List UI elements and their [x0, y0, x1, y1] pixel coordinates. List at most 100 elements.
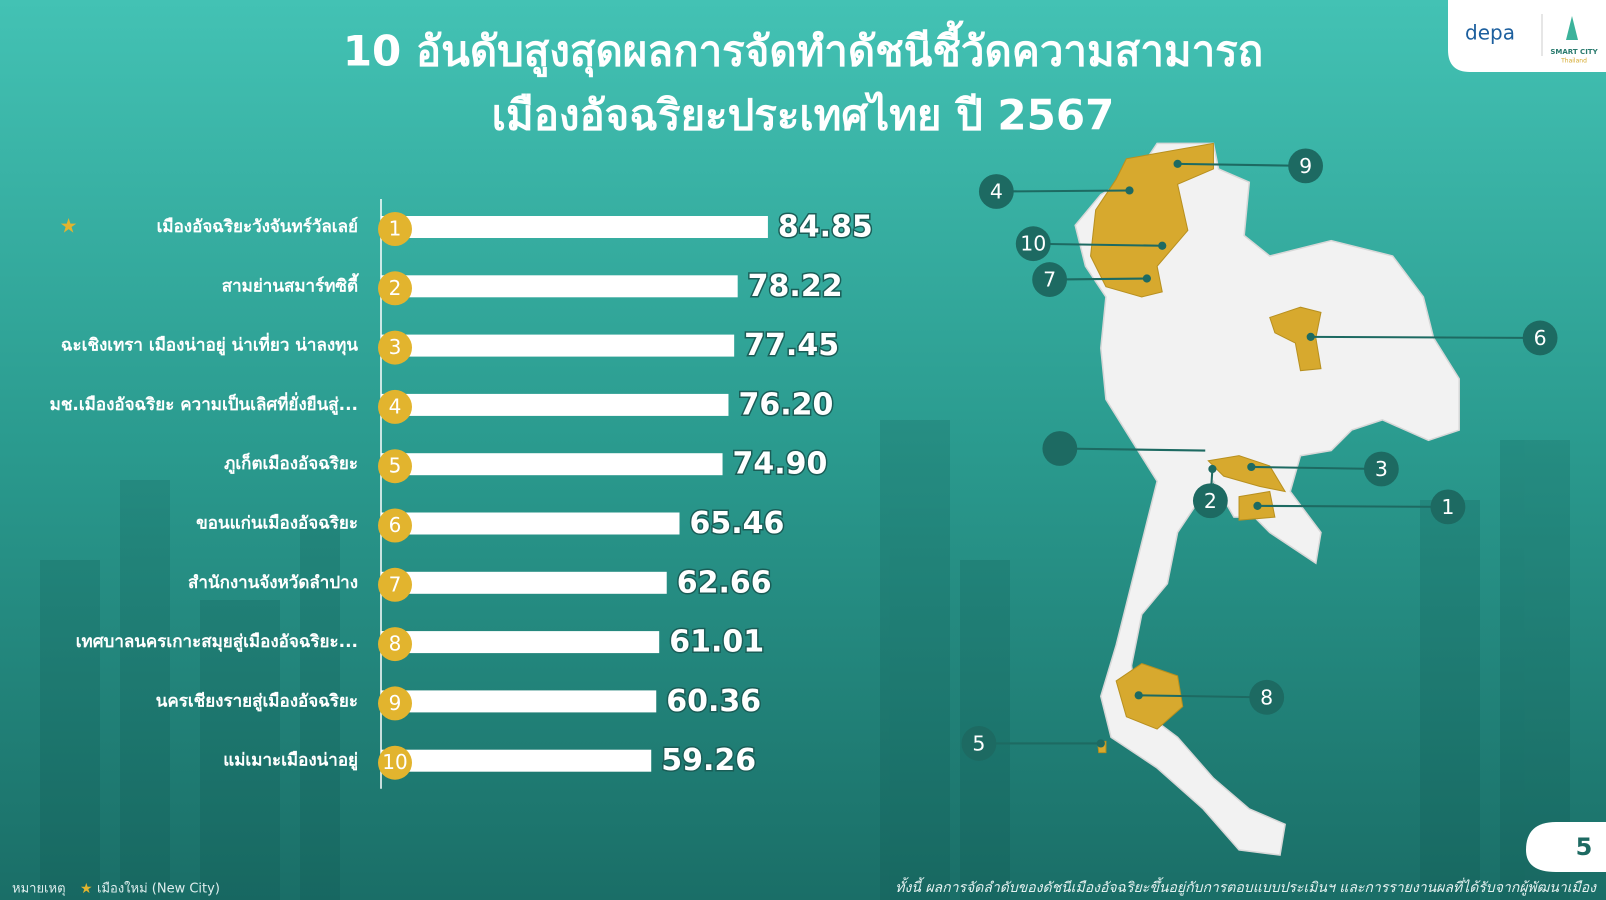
bar: [381, 275, 738, 298]
leader-dot: [1125, 186, 1134, 195]
value-label: 62.66: [677, 565, 772, 600]
value-label: 74.90: [733, 447, 828, 482]
category-label: มช.เมืองอัจฉริยะ ความเป็นเลิศที่ยั่งยืนส…: [50, 392, 358, 416]
rank-badge: [378, 627, 412, 662]
value-label: 76.20: [738, 387, 833, 422]
title-line: 10 อันดับสูงสุดผลการจัดทำดัชนีชี้วัดความ…: [343, 20, 1263, 78]
rank-badge: [378, 508, 412, 543]
leader-dot: [1253, 501, 1262, 510]
rank-number: 3: [389, 335, 402, 359]
marker-circle: [1363, 451, 1399, 487]
leader-dot: [1142, 274, 1151, 283]
marker-label: 1: [1441, 495, 1454, 519]
city-skyline: [40, 420, 1570, 900]
footer: หมายเหตุ ★ เมืองใหม่ (New City) ทั้งนี้ …: [12, 822, 1606, 897]
leader-line: [1257, 504, 1448, 508]
category-label: สามย่านสมาร์ทซิตี้: [222, 272, 359, 296]
rank-number: 8: [389, 632, 402, 656]
bar: [381, 453, 723, 476]
footer-note-label: หมายเหตุ: [12, 882, 66, 897]
bar: [381, 690, 657, 713]
value-label: 65.46: [689, 506, 784, 541]
value-label: 84.85: [778, 210, 873, 245]
marker-circle: [1042, 431, 1078, 466]
logo-brand: depa: [1465, 21, 1515, 45]
logo-sub: SMART CITY: [1550, 48, 1598, 56]
leader-dot: [1158, 241, 1167, 250]
leader-line: [996, 189, 1130, 193]
leader-dot: [1208, 464, 1217, 474]
value-label: 77.45: [744, 328, 839, 363]
leader-dot: [1134, 691, 1143, 700]
leader-dot: [1247, 462, 1256, 472]
marker-circle: [1249, 679, 1285, 715]
rank-badge: [378, 271, 412, 306]
category-label: ขอนแก่นเมืองอัจฉริยะ: [196, 513, 358, 534]
thailand-map: 1 2 3 4 5 6 7 8 9 10: [961, 142, 1558, 856]
marker-label: 4: [990, 180, 1003, 204]
logo-icon: [1566, 16, 1578, 40]
value-label: 61.01: [669, 625, 764, 660]
rank-badge: [378, 686, 412, 721]
value-label: 60.36: [666, 684, 761, 719]
rank-badge: [378, 212, 412, 246]
rank-number: 6: [389, 513, 402, 537]
logo-box: [1448, 0, 1606, 72]
category-label: แม่เมาะเมืองน่าอยู่: [223, 750, 358, 772]
rank-number: 5: [389, 454, 402, 478]
highlight-regions: [1090, 142, 1322, 754]
marker-circle: [1522, 320, 1558, 356]
page-number: 5: [1576, 833, 1593, 861]
star-icon: ★: [80, 881, 93, 897]
title-line: เมืองอัจฉริยะประเทศไทย ปี 2567: [492, 91, 1115, 140]
marker-label: 10: [1020, 232, 1046, 256]
leader-dot: [1306, 332, 1315, 341]
category-label: เทศบาลนครเกาะสมุยสู่เมืองอัจฉริยะ...: [76, 631, 358, 653]
leader-line: [1310, 335, 1541, 339]
leader-line: [1251, 465, 1382, 471]
bar: [381, 512, 680, 535]
marker-label: 9: [1299, 154, 1312, 178]
rank-badge: [378, 389, 412, 424]
rank-number: 9: [389, 691, 402, 715]
star-icon: ★: [60, 214, 78, 238]
category-label: เมืองอัจฉริยะวังจันทร์วัลเลย์: [157, 216, 358, 237]
logo: depa SMART CITY Thailand: [1448, 0, 1606, 72]
bar: [381, 631, 660, 654]
marker-label: 3: [1375, 457, 1388, 481]
leader-line: [1138, 694, 1267, 699]
leader-dot: [1173, 159, 1182, 168]
marker-circle: [1015, 226, 1051, 262]
category-label: สำนักงานจังหวัดลำปาง: [188, 573, 358, 593]
rank-number: 7: [389, 572, 402, 596]
leader-line: [1177, 162, 1306, 167]
footer-disclaimer: ทั้งนี้ ผลการจัดลำดับของดัชนีเมืองอัจฉริ…: [895, 877, 1597, 896]
marker-circle: [978, 174, 1014, 209]
map-markers: 1 2 3 4 5 6 7 8 9 10: [961, 148, 1558, 761]
value-label: 78.22: [748, 269, 843, 304]
bar: [381, 334, 735, 357]
bar: [381, 216, 768, 238]
marker-label: 7: [1043, 268, 1056, 292]
rank-number: 4: [389, 394, 402, 418]
category-label: ฉะเชิงเทรา เมืองน่าอยู่ น่าเที่ยว น่าลงท…: [61, 333, 358, 357]
marker-circle: [1032, 262, 1068, 297]
marker-circle: [1192, 483, 1228, 519]
bar-chart: เมืองอัจฉริยะวังจันทร์วัลเลย์ ★ 1 84.85 สามย…: [50, 199, 874, 789]
bar: [381, 749, 652, 772]
rank-badge: [378, 567, 412, 602]
leader-dot: [1096, 739, 1105, 748]
rank-number: 1: [389, 217, 402, 241]
rank-badge: [378, 745, 412, 780]
marker-label: 6: [1534, 326, 1547, 350]
bar: [381, 393, 729, 416]
logo-sub: Thailand: [1560, 58, 1587, 65]
marker-circle: [1288, 148, 1324, 184]
footer-legend: เมืองใหม่ (New City): [97, 881, 220, 897]
marker-label: 2: [1204, 489, 1217, 513]
page-number-box: [1526, 822, 1606, 872]
bar: [381, 571, 667, 594]
